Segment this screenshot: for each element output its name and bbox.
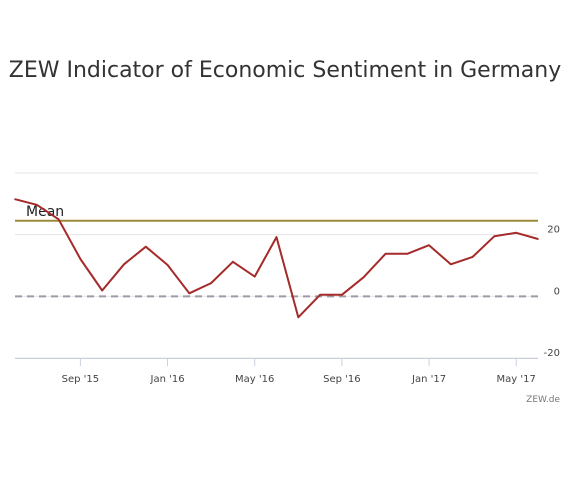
data-point <box>144 245 147 248</box>
data-point <box>319 293 321 296</box>
data-point <box>384 252 387 255</box>
x-tick-label: May '17 <box>497 374 536 385</box>
data-point <box>188 292 191 295</box>
tick-labels: Sep '15 Jan '16 May '16 Sep '16 Jan '17 May '… <box>62 225 560 385</box>
grid-lines <box>15 172 538 359</box>
data-point <box>297 316 300 319</box>
chart-title: ZEW Indicator of Economic Sentiment in G… <box>8 58 562 83</box>
data-point <box>79 258 82 260</box>
data-point <box>14 198 16 201</box>
mean-label: Mean <box>26 204 64 220</box>
data-point <box>253 275 256 278</box>
data-point <box>123 263 125 266</box>
y-tick-label: 20 <box>547 225 560 236</box>
data-point <box>493 235 496 238</box>
data-point <box>515 232 518 234</box>
reference-lines: Mean <box>15 204 538 298</box>
data-point <box>35 203 38 206</box>
y-tick-label: -20 <box>544 348 560 359</box>
data-point <box>166 264 169 266</box>
data-point <box>362 276 365 279</box>
series-line <box>14 198 539 319</box>
data-point <box>341 293 343 296</box>
data-point <box>101 289 103 292</box>
x-tick-label: Sep '15 <box>62 374 100 385</box>
x-tick-label: Jan '17 <box>411 374 446 385</box>
data-point <box>406 252 409 255</box>
y-tick-label: 0 <box>554 286 560 297</box>
x-tick-label: May '16 <box>235 374 274 385</box>
data-point <box>471 256 474 258</box>
data-point <box>210 282 212 284</box>
data-point <box>57 218 60 221</box>
x-axis <box>15 358 538 366</box>
x-tick-label: Jan '16 <box>150 374 185 385</box>
data-point <box>537 238 539 240</box>
source-credit: ZEW.de <box>526 395 560 405</box>
series-layer <box>14 198 539 319</box>
data-point <box>450 263 452 266</box>
x-tick-label: Sep '16 <box>323 374 361 385</box>
data-point <box>428 244 430 246</box>
data-point <box>232 261 234 263</box>
data-point <box>275 236 278 238</box>
